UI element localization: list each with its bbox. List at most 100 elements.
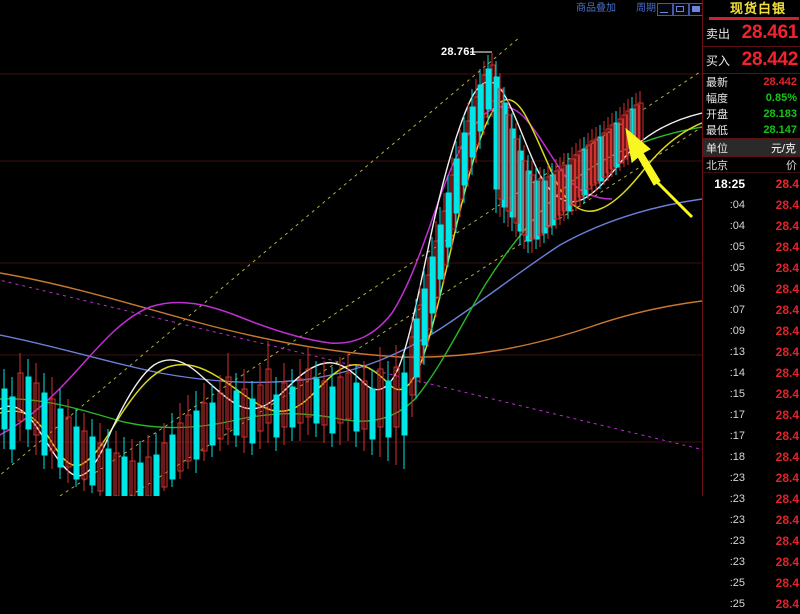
tick-row[interactable]: :17 28.4 [703,404,800,425]
tick-price: 28.4 [775,575,799,590]
tick-row[interactable]: :23 28.4 [703,509,800,530]
tick-time: :17 [729,408,745,421]
tick-price: 28.4 [775,512,799,527]
tick-row[interactable]: :23 28.4 [703,488,800,509]
tick-price: 28.4 [775,239,799,254]
last-price-value: 28.442 [763,76,797,88]
unit-label: 单位 [706,142,728,155]
ma-magenta-line [0,105,613,436]
tick-time: :04 [729,219,745,232]
tick-time: 18:25 [714,176,745,191]
open-price-row: 开盘 28.183 [703,106,800,122]
tick-time: :05 [729,261,745,274]
tick-price: 28.4 [775,197,799,212]
tick-row[interactable]: :06 28.4 [703,278,800,299]
tick-row[interactable]: :23 28.4 [703,467,800,488]
chart-canvas [0,17,702,496]
tick-time: :23 [729,555,745,568]
change-percent-label: 幅度 [706,93,728,105]
tick-row[interactable]: :15 28.4 [703,383,800,404]
sell-label: 卖出 [706,26,731,41]
tick-time: :04 [729,198,745,211]
last-price-label: 最新 [706,77,728,89]
tick-row[interactable]: :25 28.4 [703,572,800,593]
tick-row[interactable]: :23 28.4 [703,530,800,551]
quote-panel: 现货白银 卖出 28.461 买入 28.442 最新 28.442 幅度 0.… [702,0,800,611]
tick-time: :23 [729,492,745,505]
tick-row[interactable]: :17 28.4 [703,425,800,446]
tick-price: 28.4 [775,428,799,443]
candlestick-series [1,53,644,496]
tick-price-header: 价 [786,159,797,172]
instrument-title: 现货白银 [729,1,786,16]
tick-price: 28.4 [775,260,799,275]
tick-row[interactable]: :05 28.4 [703,257,800,278]
tick-time: :23 [729,471,745,484]
restore-button[interactable] [673,3,689,16]
open-price-value: 28.183 [763,108,797,120]
period-button[interactable]: 周期 [636,3,656,14]
tick-price: 28.4 [775,218,799,233]
tick-row[interactable]: :05 28.4 [703,236,800,257]
tick-time: :14 [729,366,745,379]
top-toolbar: 商品叠加 周期 [0,0,800,18]
tick-price: 28.4 [775,596,799,611]
low-price-row: 最低 28.147 [703,122,800,138]
tick-price: 28.4 [775,407,799,422]
tick-time: :06 [729,282,745,295]
tick-list[interactable]: 18:25 28.4 :04 28.4 :04 28.4 :05 28.4 :05 28.4 :06… [703,173,800,614]
price-chart[interactable]: 28.761 [0,17,702,496]
tick-time: :25 [729,597,745,610]
last-price-row: 最新 28.442 [703,74,800,90]
tick-row[interactable]: :18 28.4 [703,446,800,467]
tick-time: :07 [729,303,745,316]
ma-orange-line [0,272,702,358]
tick-time: :09 [729,324,745,337]
tick-time: :15 [729,387,745,400]
change-percent-value: 0.85% [765,92,797,104]
low-price-label: 最低 [706,125,728,137]
overlay-button[interactable]: 商品叠加 [576,3,616,14]
tick-price: 28.4 [775,365,799,380]
trend-channel [0,36,702,496]
tick-price: 28.4 [775,323,799,338]
tick-row[interactable]: 18:25 28.4 [703,173,800,194]
tick-time: :23 [729,534,745,547]
tick-price: 28.4 [775,302,799,317]
tick-price: 28.4 [775,344,799,359]
buy-quote-row[interactable]: 买入 28.442 [703,47,800,74]
downtrend-line [0,279,701,450]
tick-price: 28.4 [775,449,799,464]
sell-quote-row[interactable]: 卖出 28.461 [703,20,800,47]
tick-time: :23 [729,513,745,526]
tick-time: :13 [729,345,745,358]
tick-price: 28.4 [775,533,799,548]
buy-value: 28.442 [741,49,799,70]
tick-row[interactable]: :04 28.4 [703,194,800,215]
tick-row[interactable]: :13 28.4 [703,341,800,362]
unit-row: 单位 元/克 [703,138,800,157]
open-price-label: 开盘 [706,109,728,121]
sell-value: 28.461 [741,22,799,43]
tick-price: 28.4 [775,176,799,191]
buy-label: 买入 [706,53,731,68]
tick-row[interactable]: :23 28.4 [703,551,800,572]
tick-time: :18 [729,450,745,463]
tick-row[interactable]: :04 28.4 [703,215,800,236]
low-price-value: 28.147 [763,124,797,136]
tick-price: 28.4 [775,470,799,485]
annotation-arrow [625,127,694,219]
peak-price-label: 28.761 [441,46,476,58]
tick-time: :25 [729,576,745,589]
minimize-button[interactable] [657,3,673,16]
tick-row[interactable]: :09 28.4 [703,320,800,341]
tick-row[interactable]: :25 28.4 [703,593,800,614]
tick-row[interactable]: :14 28.4 [703,362,800,383]
unit-value: 元/克 [770,142,796,155]
tick-time: :05 [729,240,745,253]
ma-blue-line [0,198,702,384]
tick-time-header: 北京 [706,159,728,172]
tick-list-header: 北京 价 [703,157,800,173]
tick-row[interactable]: :07 28.4 [703,299,800,320]
tick-price: 28.4 [775,554,799,569]
